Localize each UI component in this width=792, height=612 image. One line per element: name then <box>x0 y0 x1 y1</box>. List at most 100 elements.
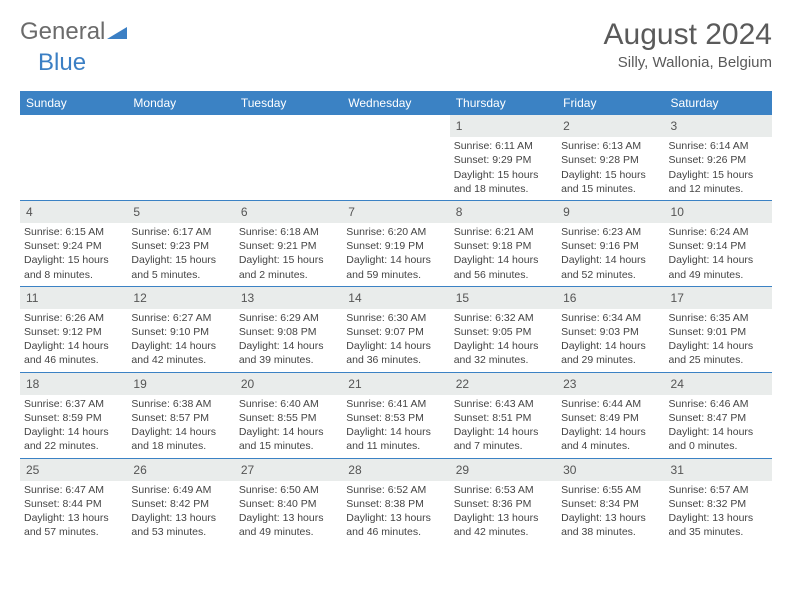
sunrise-line: Sunrise: 6:52 AM <box>346 483 445 497</box>
day-cell: 10Sunrise: 6:24 AMSunset: 9:14 PMDayligh… <box>665 201 772 286</box>
day-body: Sunrise: 6:37 AMSunset: 8:59 PMDaylight:… <box>20 395 127 458</box>
sunset-line: Sunset: 8:47 PM <box>669 411 768 425</box>
sunset-line: Sunset: 9:14 PM <box>669 239 768 253</box>
week-row: 4Sunrise: 6:15 AMSunset: 9:24 PMDaylight… <box>20 201 772 287</box>
sunrise-line: Sunrise: 6:38 AM <box>131 397 230 411</box>
day-cell: 24Sunrise: 6:46 AMSunset: 8:47 PMDayligh… <box>665 373 772 458</box>
daylight-line: Daylight: 14 hours and 59 minutes. <box>346 253 445 281</box>
sunset-line: Sunset: 8:49 PM <box>561 411 660 425</box>
sunrise-line: Sunrise: 6:11 AM <box>454 139 553 153</box>
daylight-line: Daylight: 15 hours and 5 minutes. <box>131 253 230 281</box>
day-cell: 13Sunrise: 6:29 AMSunset: 9:08 PMDayligh… <box>235 287 342 372</box>
day-number: 15 <box>450 287 557 309</box>
day-number: 24 <box>665 373 772 395</box>
location: Silly, Wallonia, Belgium <box>604 54 772 71</box>
day-body: Sunrise: 6:24 AMSunset: 9:14 PMDaylight:… <box>665 223 772 286</box>
day-body: Sunrise: 6:52 AMSunset: 8:38 PMDaylight:… <box>342 481 449 544</box>
daylight-line: Daylight: 15 hours and 15 minutes. <box>561 168 660 196</box>
day-number: 1 <box>450 115 557 137</box>
day-number: 23 <box>557 373 664 395</box>
day-cell: 17Sunrise: 6:35 AMSunset: 9:01 PMDayligh… <box>665 287 772 372</box>
sunset-line: Sunset: 8:38 PM <box>346 497 445 511</box>
day-body: Sunrise: 6:13 AMSunset: 9:28 PMDaylight:… <box>557 137 664 200</box>
week-row: 18Sunrise: 6:37 AMSunset: 8:59 PMDayligh… <box>20 373 772 459</box>
day-cell: 20Sunrise: 6:40 AMSunset: 8:55 PMDayligh… <box>235 373 342 458</box>
day-cell: 8Sunrise: 6:21 AMSunset: 9:18 PMDaylight… <box>450 201 557 286</box>
sunset-line: Sunset: 8:40 PM <box>239 497 338 511</box>
sunset-line: Sunset: 9:21 PM <box>239 239 338 253</box>
day-cell: 23Sunrise: 6:44 AMSunset: 8:49 PMDayligh… <box>557 373 664 458</box>
sunrise-line: Sunrise: 6:37 AM <box>24 397 123 411</box>
day-body: Sunrise: 6:38 AMSunset: 8:57 PMDaylight:… <box>127 395 234 458</box>
daylight-line: Daylight: 14 hours and 25 minutes. <box>669 339 768 367</box>
daylight-line: Daylight: 14 hours and 56 minutes. <box>454 253 553 281</box>
sunset-line: Sunset: 8:57 PM <box>131 411 230 425</box>
day-number: 3 <box>665 115 772 137</box>
day-number: 2 <box>557 115 664 137</box>
weeks-container: 1Sunrise: 6:11 AMSunset: 9:29 PMDaylight… <box>20 115 772 543</box>
dayhead-thu: Thursday <box>450 91 557 115</box>
sunrise-line: Sunrise: 6:29 AM <box>239 311 338 325</box>
day-cell: 12Sunrise: 6:27 AMSunset: 9:10 PMDayligh… <box>127 287 234 372</box>
sunrise-line: Sunrise: 6:53 AM <box>454 483 553 497</box>
sunset-line: Sunset: 9:08 PM <box>239 325 338 339</box>
day-number: 31 <box>665 459 772 481</box>
sunset-line: Sunset: 9:07 PM <box>346 325 445 339</box>
day-body: Sunrise: 6:44 AMSunset: 8:49 PMDaylight:… <box>557 395 664 458</box>
day-body: Sunrise: 6:50 AMSunset: 8:40 PMDaylight:… <box>235 481 342 544</box>
day-body: Sunrise: 6:43 AMSunset: 8:51 PMDaylight:… <box>450 395 557 458</box>
sunset-line: Sunset: 8:51 PM <box>454 411 553 425</box>
sunset-line: Sunset: 8:53 PM <box>346 411 445 425</box>
day-cell: 9Sunrise: 6:23 AMSunset: 9:16 PMDaylight… <box>557 201 664 286</box>
day-cell: 6Sunrise: 6:18 AMSunset: 9:21 PMDaylight… <box>235 201 342 286</box>
day-number: 30 <box>557 459 664 481</box>
daylight-line: Daylight: 14 hours and 22 minutes. <box>24 425 123 453</box>
day-number: 19 <box>127 373 234 395</box>
day-cell: 30Sunrise: 6:55 AMSunset: 8:34 PMDayligh… <box>557 459 664 544</box>
daylight-line: Daylight: 14 hours and 15 minutes. <box>239 425 338 453</box>
day-body: Sunrise: 6:17 AMSunset: 9:23 PMDaylight:… <box>127 223 234 286</box>
daylight-line: Daylight: 14 hours and 4 minutes. <box>561 425 660 453</box>
daylight-line: Daylight: 13 hours and 35 minutes. <box>669 511 768 539</box>
day-cell <box>342 115 449 200</box>
dayhead-sun: Sunday <box>20 91 127 115</box>
sunset-line: Sunset: 9:05 PM <box>454 325 553 339</box>
daylight-line: Daylight: 15 hours and 2 minutes. <box>239 253 338 281</box>
day-body: Sunrise: 6:18 AMSunset: 9:21 PMDaylight:… <box>235 223 342 286</box>
day-cell: 14Sunrise: 6:30 AMSunset: 9:07 PMDayligh… <box>342 287 449 372</box>
sunset-line: Sunset: 9:19 PM <box>346 239 445 253</box>
sunrise-line: Sunrise: 6:18 AM <box>239 225 338 239</box>
daylight-line: Daylight: 13 hours and 49 minutes. <box>239 511 338 539</box>
day-cell <box>235 115 342 200</box>
day-body: Sunrise: 6:53 AMSunset: 8:36 PMDaylight:… <box>450 481 557 544</box>
day-number: 25 <box>20 459 127 481</box>
daylight-line: Daylight: 14 hours and 32 minutes. <box>454 339 553 367</box>
daylight-line: Daylight: 14 hours and 52 minutes. <box>561 253 660 281</box>
day-number: 17 <box>665 287 772 309</box>
logo-text-general: General <box>20 18 105 46</box>
sunrise-line: Sunrise: 6:32 AM <box>454 311 553 325</box>
sunset-line: Sunset: 9:18 PM <box>454 239 553 253</box>
day-number: 13 <box>235 287 342 309</box>
day-number: 6 <box>235 201 342 223</box>
sunset-line: Sunset: 9:24 PM <box>24 239 123 253</box>
daylight-line: Daylight: 13 hours and 53 minutes. <box>131 511 230 539</box>
day-body: Sunrise: 6:14 AMSunset: 9:26 PMDaylight:… <box>665 137 772 200</box>
sunset-line: Sunset: 9:03 PM <box>561 325 660 339</box>
logo-triangle-icon <box>107 18 127 46</box>
day-cell: 2Sunrise: 6:13 AMSunset: 9:28 PMDaylight… <box>557 115 664 200</box>
sunset-line: Sunset: 9:23 PM <box>131 239 230 253</box>
sunrise-line: Sunrise: 6:47 AM <box>24 483 123 497</box>
daylight-line: Daylight: 14 hours and 29 minutes. <box>561 339 660 367</box>
day-cell: 4Sunrise: 6:15 AMSunset: 9:24 PMDaylight… <box>20 201 127 286</box>
sunrise-line: Sunrise: 6:46 AM <box>669 397 768 411</box>
week-row: 11Sunrise: 6:26 AMSunset: 9:12 PMDayligh… <box>20 287 772 373</box>
day-cell: 1Sunrise: 6:11 AMSunset: 9:29 PMDaylight… <box>450 115 557 200</box>
day-body: Sunrise: 6:21 AMSunset: 9:18 PMDaylight:… <box>450 223 557 286</box>
sunset-line: Sunset: 8:32 PM <box>669 497 768 511</box>
sunrise-line: Sunrise: 6:41 AM <box>346 397 445 411</box>
daylight-line: Daylight: 14 hours and 42 minutes. <box>131 339 230 367</box>
day-body: Sunrise: 6:47 AMSunset: 8:44 PMDaylight:… <box>20 481 127 544</box>
day-number: 18 <box>20 373 127 395</box>
dayhead-fri: Friday <box>557 91 664 115</box>
